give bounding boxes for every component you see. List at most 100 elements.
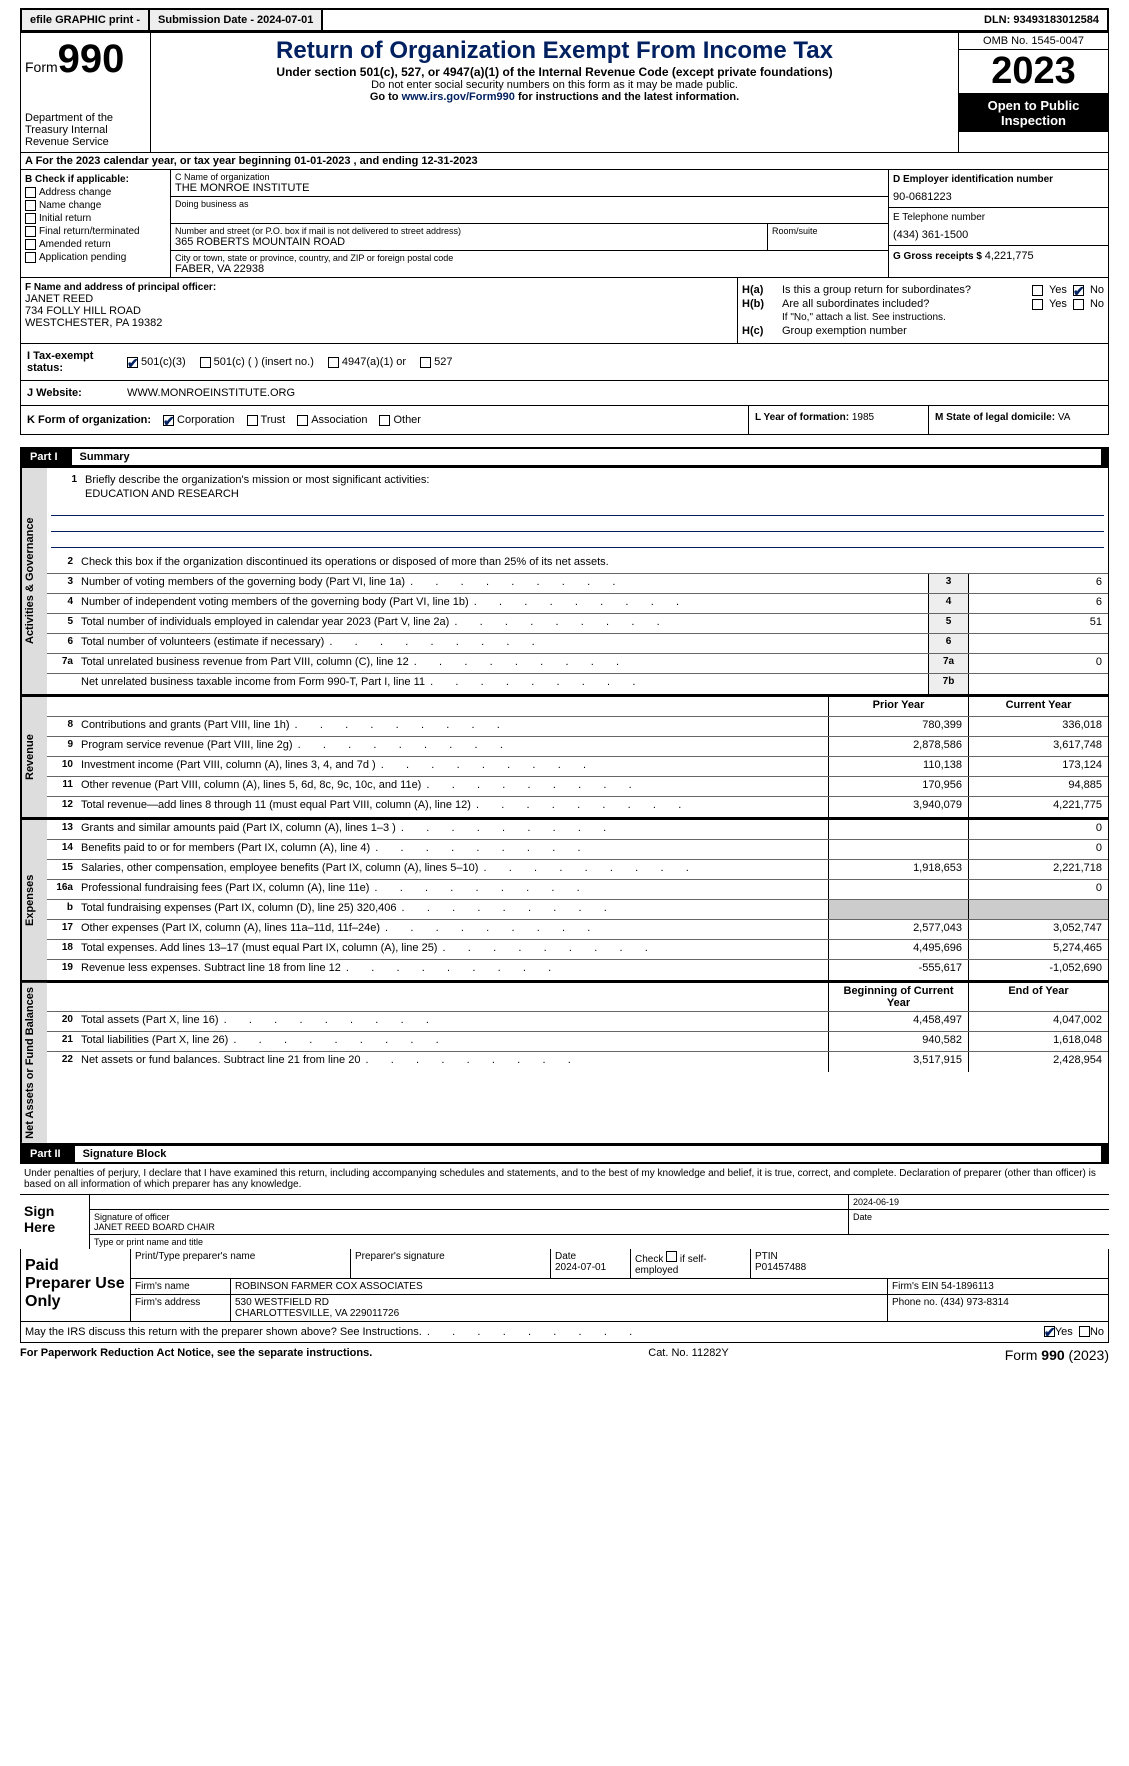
summary-row: 9Program service revenue (Part VIII, lin… [47, 737, 1108, 757]
chk-app-pending[interactable] [25, 252, 36, 263]
form-header: Form990 Department of the Treasury Inter… [20, 32, 1109, 153]
chk-hb-no[interactable] [1073, 299, 1084, 310]
summary-row: 7aTotal unrelated business revenue from … [47, 654, 1108, 674]
vtab-netassets: Net Assets or Fund Balances [21, 983, 47, 1143]
declaration-text: Under penalties of perjury, I declare th… [20, 1164, 1109, 1194]
summary-row: 15Salaries, other compensation, employee… [47, 860, 1108, 880]
page-footer: For Paperwork Reduction Act Notice, see … [20, 1343, 1109, 1367]
website[interactable]: WWW.MONROEINSTITUTE.ORG [127, 387, 295, 399]
vtab-revenue: Revenue [21, 697, 47, 817]
chk-501c[interactable] [200, 357, 211, 368]
chk-corp[interactable] [163, 415, 174, 426]
chk-hb-yes[interactable] [1032, 299, 1043, 310]
summary-row: 14Benefits paid to or for members (Part … [47, 840, 1108, 860]
chk-self-employed[interactable] [666, 1251, 677, 1262]
chk-other[interactable] [379, 415, 390, 426]
row-i: I Tax-exempt status: 501(c)(3) 501(c) ( … [20, 344, 1109, 381]
chk-assoc[interactable] [297, 415, 308, 426]
chk-501c3[interactable] [127, 357, 138, 368]
chk-initial-return[interactable] [25, 213, 36, 224]
chk-ha-no[interactable] [1073, 285, 1084, 296]
chk-amended[interactable] [25, 239, 36, 250]
summary-revenue: Revenue Prior Year Current Year 8Contrib… [20, 695, 1109, 818]
mission-text: EDUCATION AND RESEARCH [51, 488, 1104, 500]
submission-date: Submission Date - 2024-07-01 [150, 10, 323, 30]
summary-governance: Activities & Governance 1Briefly describ… [20, 467, 1109, 695]
summary-row: 18Total expenses. Add lines 13–17 (must … [47, 940, 1108, 960]
box-f: F Name and address of principal officer:… [21, 278, 738, 343]
chk-ha-yes[interactable] [1032, 285, 1043, 296]
firm-name: ROBINSON FARMER COX ASSOCIATES [231, 1279, 888, 1294]
org-address: 365 ROBERTS MOUNTAIN ROAD [175, 236, 763, 248]
irs-link[interactable]: www.irs.gov/Form990 [402, 91, 515, 103]
summary-row: 16aProfessional fundraising fees (Part I… [47, 880, 1108, 900]
sign-here-block: Sign Here 2024-06-19 Signature of office… [20, 1194, 1109, 1249]
row-a-tax-year: A For the 2023 calendar year, or tax yea… [20, 153, 1109, 170]
firm-ein: 54-1896113 [941, 1281, 994, 1292]
summary-row: 11Other revenue (Part VIII, column (A), … [47, 777, 1108, 797]
row-k: K Form of organization: Corporation Trus… [20, 406, 1109, 435]
may-discuss-row: May the IRS discuss this return with the… [20, 1322, 1109, 1343]
org-city: FABER, VA 22938 [175, 263, 884, 275]
summary-expenses: Expenses 13Grants and similar amounts pa… [20, 818, 1109, 981]
org-name: THE MONROE INSTITUTE [175, 182, 884, 194]
chk-name-change[interactable] [25, 200, 36, 211]
summary-row: Net unrelated business taxable income fr… [47, 674, 1108, 694]
instructions-link-line: Go to www.irs.gov/Form990 for instructio… [155, 91, 954, 103]
chk-final-return[interactable] [25, 226, 36, 237]
form-subtitle: Under section 501(c), 527, or 4947(a)(1)… [155, 65, 954, 79]
box-c: C Name of organization THE MONROE INSTIT… [171, 170, 888, 277]
firm-phone: (434) 973-8314 [940, 1297, 1008, 1308]
gross-receipts: 4,221,775 [985, 250, 1034, 262]
part2-header: Part II Signature Block [20, 1144, 1109, 1164]
chk-4947[interactable] [328, 357, 339, 368]
chk-trust[interactable] [247, 415, 258, 426]
box-d: D Employer identification number 90-0681… [888, 170, 1108, 277]
firm-addr1: 530 WESTFIELD RD [235, 1297, 883, 1308]
top-bar: efile GRAPHIC print - Submission Date - … [20, 8, 1109, 32]
year-formation: 1985 [852, 412, 874, 423]
chk-may-yes[interactable] [1044, 1326, 1055, 1337]
chk-527[interactable] [420, 357, 431, 368]
tax-year: 2023 [959, 50, 1108, 94]
form-title: Return of Organization Exempt From Incom… [155, 37, 954, 65]
public-inspection-badge: Open to Public Inspection [959, 94, 1108, 132]
firm-addr2: CHARLOTTESVILLE, VA 229011726 [235, 1308, 883, 1319]
paid-preparer-block: Paid Preparer Use Only Print/Type prepar… [20, 1249, 1109, 1322]
dln: DLN: 93493183012584 [976, 10, 1107, 30]
vtab-governance: Activities & Governance [21, 468, 47, 694]
row-j: J Website: WWW.MONROEINSTITUTE.ORG [20, 381, 1109, 406]
telephone: (434) 361-1500 [893, 229, 1104, 241]
summary-row: 12Total revenue—add lines 8 through 11 (… [47, 797, 1108, 817]
summary-row: 17Other expenses (Part IX, column (A), l… [47, 920, 1108, 940]
summary-row: 5Total number of individuals employed in… [47, 614, 1108, 634]
summary-row: 8Contributions and grants (Part VIII, li… [47, 717, 1108, 737]
summary-row: 10Investment income (Part VIII, column (… [47, 757, 1108, 777]
summary-row: 6Total number of volunteers (estimate if… [47, 634, 1108, 654]
officer-name: JANET REED [25, 293, 733, 305]
summary-netassets: Net Assets or Fund Balances Beginning of… [20, 981, 1109, 1144]
summary-row: 3Number of voting members of the governi… [47, 574, 1108, 594]
ein: 90-0681223 [893, 191, 1104, 203]
box-b: B Check if applicable: Address change Na… [21, 170, 171, 277]
officer-signature: JANET REED BOARD CHAIR [94, 1222, 844, 1232]
form-number: Form990 [25, 37, 146, 82]
summary-row: 20Total assets (Part X, line 16)4,458,49… [47, 1012, 1108, 1032]
summary-row: 4Number of independent voting members of… [47, 594, 1108, 614]
summary-row: 21Total liabilities (Part X, line 26)940… [47, 1032, 1108, 1052]
chk-address-change[interactable] [25, 187, 36, 198]
chk-may-no[interactable] [1079, 1326, 1090, 1337]
vtab-expenses: Expenses [21, 820, 47, 980]
ssn-note: Do not enter social security numbers on … [155, 79, 954, 91]
summary-row: 19Revenue less expenses. Subtract line 1… [47, 960, 1108, 980]
part1-header: Part I Summary [20, 447, 1109, 467]
ptin: P01457488 [755, 1262, 806, 1273]
box-h: H(a) Is this a group return for subordin… [738, 278, 1108, 343]
summary-row: 22Net assets or fund balances. Subtract … [47, 1052, 1108, 1072]
state-domicile: VA [1058, 412, 1071, 423]
prep-date: 2024-07-01 [555, 1262, 606, 1273]
efile-print-button[interactable]: efile GRAPHIC print - [22, 10, 150, 30]
summary-row: 13Grants and similar amounts paid (Part … [47, 820, 1108, 840]
dept-label: Department of the Treasury Internal Reve… [25, 112, 146, 148]
summary-row: bTotal fundraising expenses (Part IX, co… [47, 900, 1108, 920]
